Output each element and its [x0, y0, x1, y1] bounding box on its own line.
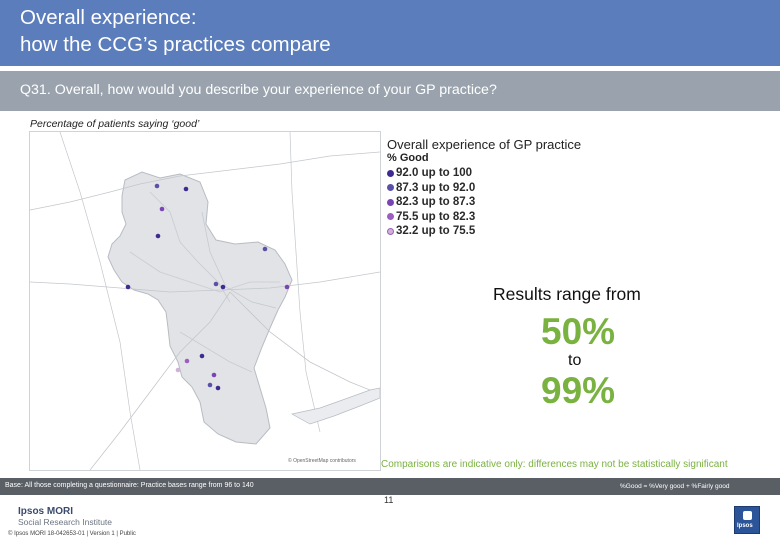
map-svg — [30, 132, 380, 470]
legend-swatch — [387, 184, 394, 192]
brand-name: Ipsos MORI — [18, 506, 74, 517]
copyright-text: © Ipsos MORI 18-042653-01 | Version 1 | … — [8, 531, 136, 537]
estuary — [291, 387, 380, 425]
question-bar: Q31. Overall, how would you describe you… — [0, 71, 780, 111]
practice-marker[interactable] — [175, 367, 181, 373]
practice-marker[interactable] — [213, 281, 219, 287]
page-title: Overall experience: how the CCG’s practi… — [20, 4, 331, 58]
practice-marker[interactable] — [125, 284, 131, 290]
map-legend: Overall experience of GP practice % Good… — [387, 137, 581, 239]
practice-marker[interactable] — [159, 206, 165, 212]
results-to: to — [568, 352, 582, 369]
district-boundary — [129, 251, 280, 293]
good-definition: %Good = %Very good + %Fairly good — [620, 483, 730, 490]
road-line — [59, 132, 141, 470]
title-bar: Overall experience: how the CCG’s practi… — [0, 0, 780, 66]
footer-bar: Base: All those completing a questionnai… — [0, 478, 780, 495]
legend-swatch — [387, 198, 394, 206]
map-credit: © OpenStreetMap contributors — [288, 458, 356, 464]
practice-marker[interactable] — [155, 233, 161, 239]
road-line — [89, 291, 231, 470]
results-low: 50% — [541, 311, 616, 352]
region-boundary — [107, 171, 293, 445]
results-intro: Results range from — [493, 284, 641, 304]
legend-label: 82.3 up to 87.3 — [396, 196, 476, 209]
legend-item: 32.2 up to 75.5 — [387, 224, 581, 239]
legend-item: 92.0 up to 100 — [387, 166, 581, 181]
legend-swatch — [387, 169, 394, 177]
practice-marker[interactable] — [154, 183, 160, 189]
district-boundary — [149, 191, 231, 303]
practice-marker[interactable] — [284, 284, 290, 290]
chart-subtitle: Percentage of patients saying ‘good’ — [30, 118, 200, 130]
legend-item: 82.3 up to 87.3 — [387, 195, 581, 210]
legend-swatch — [387, 213, 394, 221]
legend-label: 87.3 up to 92.0 — [396, 181, 476, 194]
road-line — [30, 151, 380, 211]
practice-marker[interactable] — [199, 353, 205, 359]
road-line — [289, 132, 321, 433]
practice-marker[interactable] — [215, 385, 221, 391]
practice-marker[interactable] — [220, 284, 226, 290]
road-line — [229, 291, 380, 395]
title-line-1: Overall experience: — [20, 6, 197, 29]
page-number: 11 — [384, 495, 394, 505]
legend-label: 32.2 up to 75.5 — [396, 225, 476, 238]
title-line-2: how the CCG’s practices compare — [20, 33, 331, 56]
practice-marker[interactable] — [262, 246, 268, 252]
legend-item: 75.5 up to 82.3 — [387, 210, 581, 225]
results-high: 99% — [541, 370, 616, 411]
legend-subtitle: % Good — [387, 152, 429, 164]
map-panel: © OpenStreetMap contributors — [29, 131, 381, 471]
road-line — [30, 271, 380, 293]
legend-item: 87.3 up to 92.0 — [387, 181, 581, 196]
practice-marker[interactable] — [207, 382, 213, 388]
logo-text: Ipsos — [737, 523, 753, 529]
logo-mark-icon — [743, 511, 752, 520]
legend-swatch — [387, 227, 394, 235]
brand-subtitle: Social Research Institute — [18, 517, 113, 527]
base-note: Base: All those completing a questionnai… — [5, 482, 254, 489]
footer: Ipsos MORI Social Research Institute © I… — [0, 495, 780, 540]
question-text: Q31. Overall, how would you describe you… — [20, 82, 497, 98]
ipsos-logo: Ipsos — [734, 506, 760, 534]
practice-marker[interactable] — [183, 186, 189, 192]
comparison-note: Comparisons are indicative only: differe… — [381, 459, 728, 470]
legend-title: Overall experience of GP practice — [387, 137, 582, 152]
road-line — [201, 211, 277, 309]
legend-label: 75.5 up to 82.3 — [396, 210, 476, 223]
practice-marker[interactable] — [184, 358, 190, 364]
legend-label: 92.0 up to 100 — [396, 167, 473, 180]
practice-marker[interactable] — [211, 372, 217, 378]
